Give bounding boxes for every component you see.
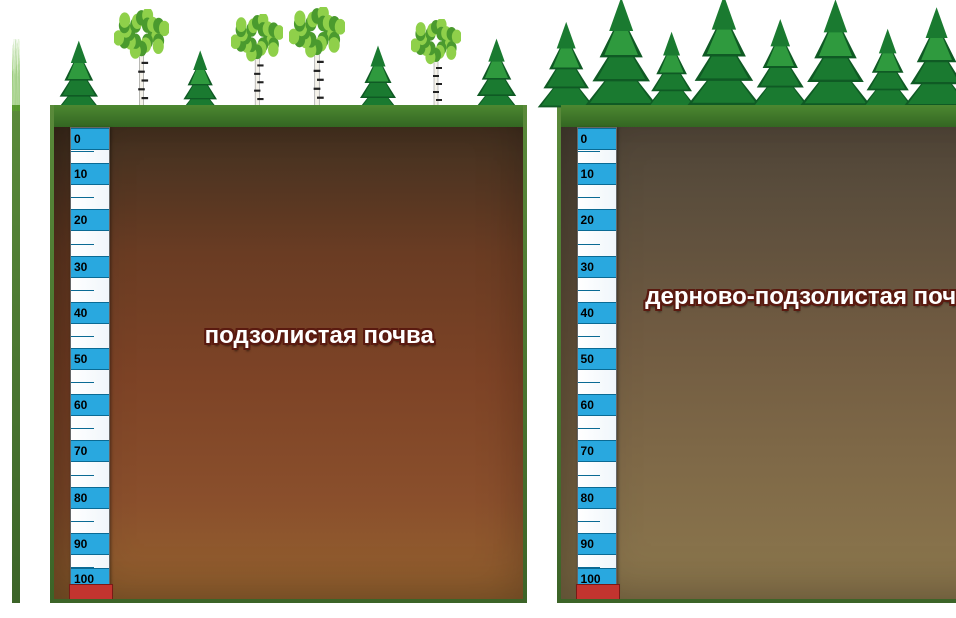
birch-vegetation xyxy=(50,10,527,105)
soil-block: 0102030405060708090100подзолистая почва xyxy=(50,105,527,603)
ruler-tick: 30 xyxy=(71,256,109,278)
ruler-tick: 90 xyxy=(578,533,616,555)
ruler-tick: 50 xyxy=(71,348,109,370)
ruler-tick: 20 xyxy=(71,209,109,231)
ruler-tick: 0 xyxy=(578,128,616,150)
depth-ruler: 0102030405060708090100 xyxy=(577,127,617,591)
fir-vegetation xyxy=(557,10,956,105)
soil-block: 0102030405060708090100чернозем xyxy=(12,105,20,603)
ruler-tick: 10 xyxy=(71,163,109,185)
ruler-tick: 40 xyxy=(578,302,616,324)
grass-vegetation xyxy=(12,10,20,105)
ruler-tick: 0 xyxy=(71,128,109,150)
soil-label: подзолистая почва xyxy=(124,322,515,351)
ruler-tick: 30 xyxy=(578,256,616,278)
ruler-tick: 10 xyxy=(578,163,616,185)
soil-profiles-container: 0102030405060708090100чернозем xyxy=(0,0,956,618)
ruler-tick: 90 xyxy=(71,533,109,555)
ruler-tick: 40 xyxy=(71,302,109,324)
soil-profile-podzolic: 0102030405060708090100подзолистая почва xyxy=(50,10,527,603)
ruler-tick: 50 xyxy=(578,348,616,370)
ruler-tick: 80 xyxy=(578,487,616,509)
soil-block: 0102030405060708090100дерново-подзолиста… xyxy=(557,105,956,603)
ruler-foot xyxy=(576,584,620,600)
depth-ruler: 0102030405060708090100 xyxy=(70,127,110,591)
ruler-tick: 60 xyxy=(578,394,616,416)
ruler-tick: 70 xyxy=(578,440,616,462)
ruler-tick: 80 xyxy=(71,487,109,509)
soil-profile-sod-podzolic: 0102030405060708090100дерново-подзолиста… xyxy=(557,10,956,603)
ruler-tick: 20 xyxy=(578,209,616,231)
soil-label: дерново-подзолистая почва xyxy=(631,283,956,312)
ruler-foot xyxy=(69,584,113,600)
soil-profile-chernozem: 0102030405060708090100чернозем xyxy=(12,10,20,603)
ruler-tick: 60 xyxy=(71,394,109,416)
ruler-tick: 70 xyxy=(71,440,109,462)
